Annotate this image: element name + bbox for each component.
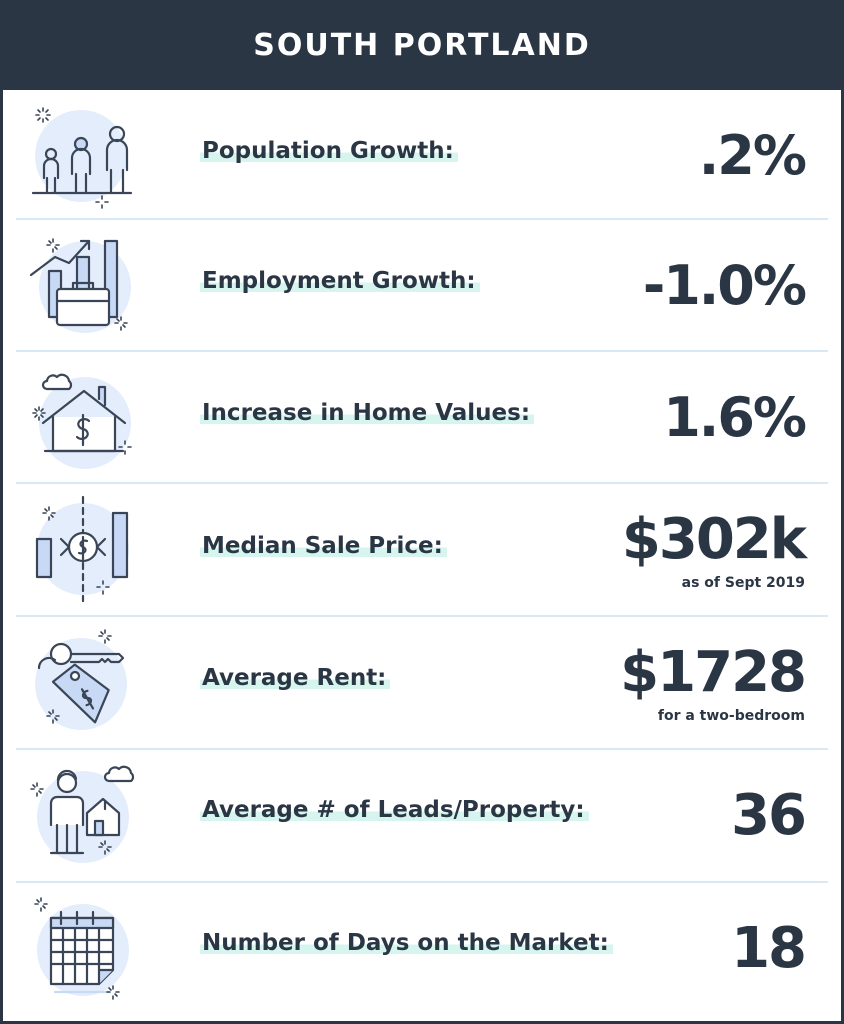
metric-value: 18: [731, 916, 807, 981]
metric-row-population-growth: Population Growth: .2%: [3, 90, 841, 222]
metric-label: Population Growth:: [200, 138, 458, 164]
metric-value: .2%: [698, 124, 807, 187]
metric-row-average-rent: Average Rent: $1728 for a two-bedroom: [3, 618, 841, 750]
metric-row-median-sale-price: Median Sale Price: $302k as of Sept 2019: [3, 485, 841, 617]
row-divider: [16, 615, 828, 617]
metric-value: 36: [731, 783, 807, 848]
metric-label: Increase in Home Values:: [200, 400, 535, 426]
row-divider: [16, 482, 828, 484]
page-title: SOUTH PORTLAND: [253, 27, 591, 63]
title-bar: SOUTH PORTLAND: [0, 0, 844, 90]
metric-label: Employment Growth:: [200, 268, 480, 294]
briefcase-chart-icon: [25, 231, 137, 343]
key-tag-icon: [25, 626, 137, 738]
metric-label: Average Rent:: [200, 665, 391, 691]
metric-value: $1728: [620, 640, 807, 705]
metric-row-home-values: Increase in Home Values: 1.6%: [3, 353, 841, 485]
metrics-panel: Population Growth: .2%: [3, 90, 841, 1021]
row-divider: [16, 218, 828, 220]
metric-label: Number of Days on the Market:: [200, 930, 613, 956]
metric-row-employment-growth: Employment Growth: -1.0%: [3, 221, 841, 353]
metric-value: -1.0%: [642, 254, 807, 317]
metric-note: as of Sept 2019: [681, 575, 805, 591]
house-dollar-icon: [25, 363, 137, 475]
metric-label: Median Sale Price:: [200, 533, 447, 559]
metric-row-days-on-market: Number of Days on the Market: 18: [3, 884, 841, 1016]
people-icon: [25, 100, 137, 212]
row-divider: [16, 748, 828, 750]
metric-value: $302k: [621, 507, 807, 572]
row-divider: [16, 350, 828, 352]
price-exchange-icon: [25, 493, 137, 605]
metric-label: Average # of Leads/Property:: [200, 797, 589, 823]
metric-row-leads-per-property: Average # of Leads/Property: 36: [3, 751, 841, 883]
person-house-icon: [25, 759, 137, 871]
row-divider: [16, 881, 828, 883]
metric-value: 1.6%: [663, 386, 807, 449]
metric-note: for a two-bedroom: [657, 708, 805, 724]
calendar-icon: [25, 894, 137, 1006]
